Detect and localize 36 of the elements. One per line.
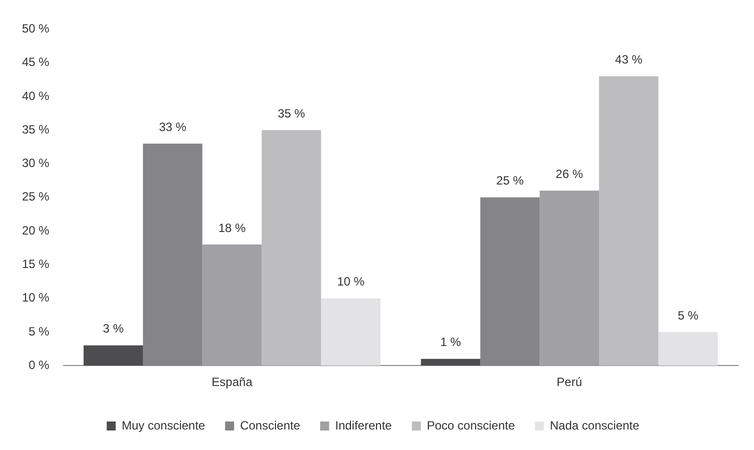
- y-tick-label: 40 %: [22, 88, 50, 103]
- bar: [599, 76, 658, 366]
- legend-label: Muy consciente: [122, 418, 206, 432]
- legend-label: Nada consciente: [550, 418, 640, 432]
- data-label: 1 %: [440, 335, 462, 350]
- data-label: 26 %: [556, 166, 584, 181]
- legend-label: Indiferente: [335, 418, 392, 432]
- bar: [321, 298, 380, 366]
- bar: [420, 358, 480, 366]
- data-label: 5 %: [678, 308, 699, 322]
- data-label: 3 %: [102, 322, 124, 336]
- data-label: 18 %: [218, 220, 246, 235]
- data-label: 33 %: [158, 120, 187, 134]
- data-label: 43 %: [615, 52, 643, 67]
- data-label: 35 %: [278, 106, 306, 120]
- y-tick-label: 0 %: [28, 358, 50, 372]
- y-tick-label: 15 %: [22, 256, 50, 271]
- y-tick-label: 45 %: [22, 55, 50, 70]
- y-tick-label: 10 %: [22, 290, 50, 305]
- y-tick-label: 5 %: [28, 324, 50, 338]
- bar: [658, 332, 718, 366]
- bar: [202, 244, 262, 366]
- y-tick-label: 30 %: [22, 156, 50, 170]
- y-tick-label: 25 %: [22, 190, 50, 204]
- x-tick-label: Perú: [556, 375, 582, 390]
- legend-label: Consciente: [240, 418, 300, 432]
- y-tick-label: 35 %: [22, 122, 50, 136]
- data-label: 10 %: [337, 274, 365, 289]
- x-tick-label: España: [212, 375, 253, 390]
- y-tick-label: 20 %: [22, 223, 50, 238]
- bar: [540, 190, 600, 366]
- bar: [84, 345, 143, 366]
- legend-label: Poco consciente: [426, 418, 516, 432]
- y-tick-label: 50 %: [22, 22, 50, 36]
- bar: [262, 130, 322, 366]
- data-label: 25 %: [496, 174, 524, 188]
